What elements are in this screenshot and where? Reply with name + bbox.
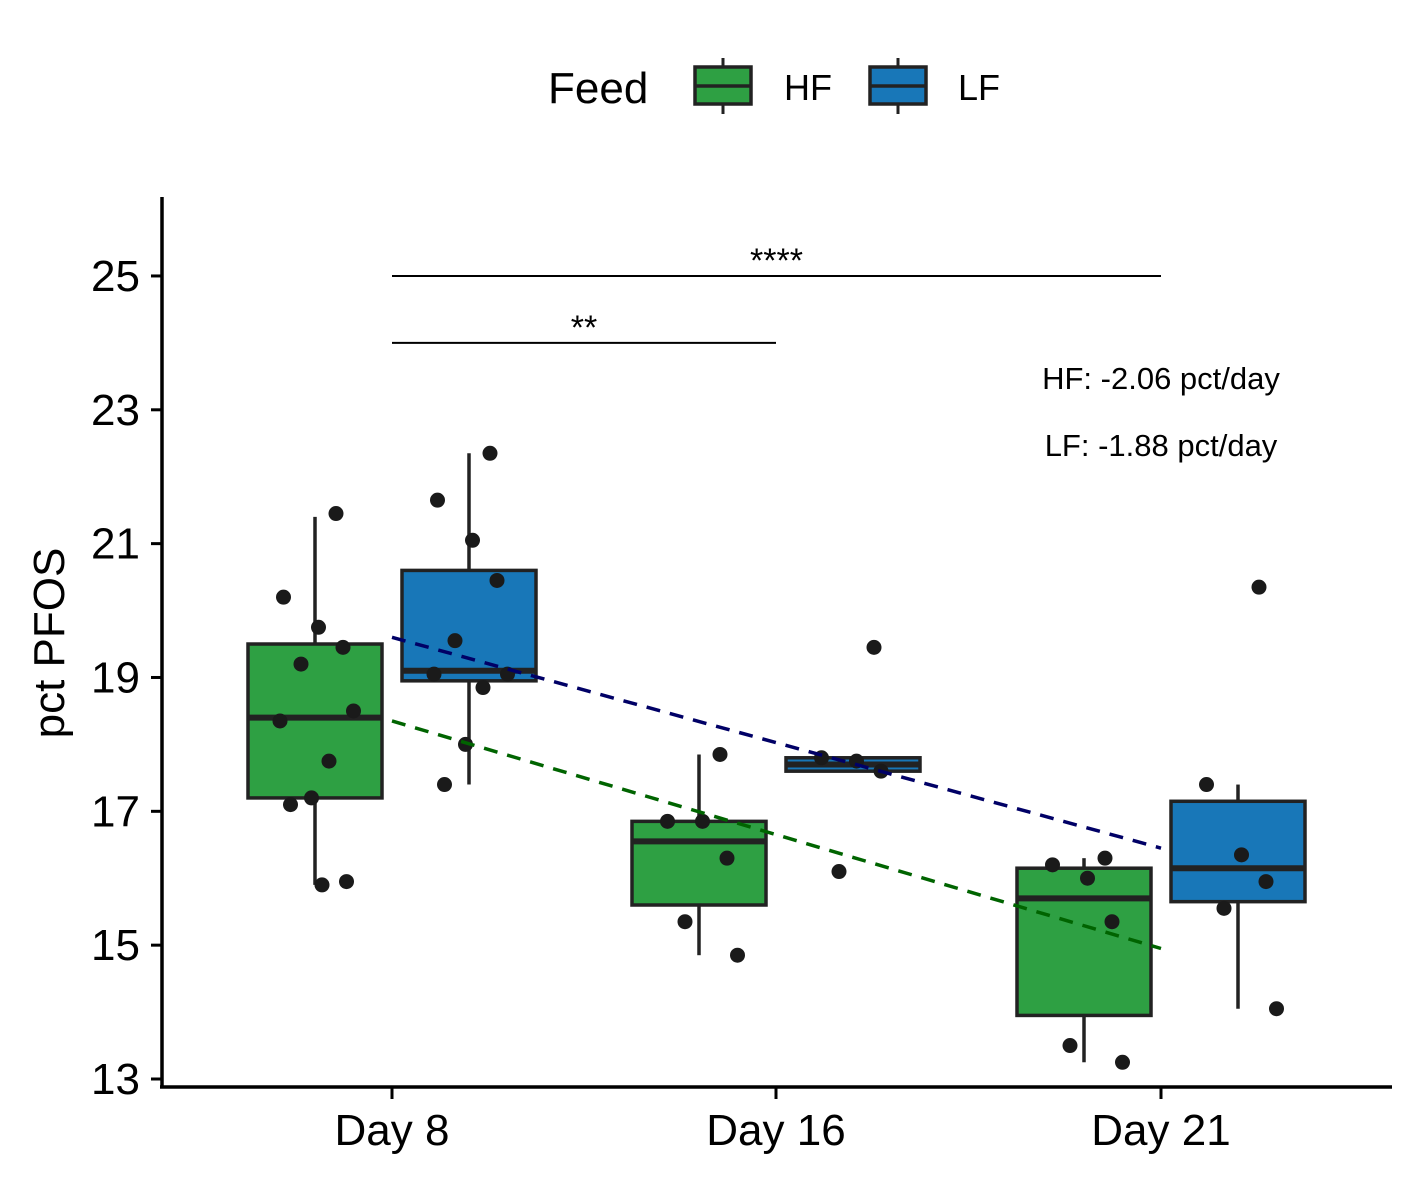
data-point [1115,1054,1130,1070]
legend: Feed HF LF [548,58,1000,114]
y-tick-label: 21 [91,520,140,569]
data-point [465,532,480,548]
data-point [831,864,847,880]
y-tick-label: 17 [91,787,140,836]
box-hf-day-16 [630,754,768,956]
data-point [272,713,288,729]
legend-title: Feed [548,64,648,113]
point-layer [272,445,1284,1070]
data-point [276,589,291,605]
data-point [719,850,735,866]
data-point [482,445,498,461]
box-body [630,819,768,907]
box-lf-day-21 [1169,784,1307,1009]
data-point [293,656,309,672]
data-point [430,492,445,508]
data-point [1234,847,1249,863]
legend-key-hf [693,58,753,114]
y-tick-label: 13 [91,1055,140,1104]
data-point [1097,850,1113,866]
data-point [677,914,693,930]
data-point [1080,870,1095,886]
data-point [475,680,491,696]
data-point [339,874,354,890]
data-point [426,666,442,682]
annotation-lf-slope: LF: -1.88 pct/day [1045,428,1278,463]
data-point [1216,900,1232,916]
data-point [712,746,728,762]
data-point [283,797,298,813]
data-point [1104,914,1120,930]
data-point [328,506,344,522]
box-body [1169,799,1307,904]
y-tick-label: 19 [91,653,140,702]
box-hf-day-8 [246,516,384,885]
annotation-hf-slope: HF: -2.06 pct/day [1042,361,1280,396]
x-axis: Day 8 Day 16 Day 21 [160,1085,1392,1155]
data-point [437,777,452,793]
data-point [314,877,330,893]
data-point [311,619,326,635]
data-point [335,639,351,655]
significance-label: **** [750,242,803,280]
data-point [730,947,745,963]
box-body [400,568,538,683]
data-point [346,703,361,719]
box-body [1015,866,1153,1018]
y-tick-label: 15 [91,921,140,970]
data-point [1062,1038,1078,1054]
box-layer [246,453,1307,1063]
data-point [1199,777,1214,793]
legend-key-lf [868,58,928,114]
legend-label-lf: LF [958,67,1000,108]
y-tick-label: 23 [91,386,140,435]
y-tick-label: 25 [91,252,140,301]
trend-layer [391,635,1162,951]
data-point [695,813,710,829]
x-tick-label: Day 16 [706,1106,845,1155]
trend-line-hf [391,719,1162,951]
significance-layer: ****** [392,242,1161,347]
data-point [660,813,675,829]
box-lf-day-8 [400,453,538,785]
legend-label-hf: HF [784,67,832,108]
data-point [489,572,505,588]
data-point [866,639,882,655]
data-point [1258,874,1274,890]
significance-label: ** [571,309,597,347]
trend-line-lf [391,635,1162,850]
data-point [304,790,319,806]
data-point [1045,857,1060,873]
x-tick-label: Day 8 [335,1106,450,1155]
data-point [1269,1001,1284,1017]
data-point [447,633,463,649]
data-point [1251,579,1267,595]
y-axis-title: pct PFOS [25,548,74,739]
box-hf-day-21 [1015,858,1153,1063]
x-tick-label: Day 21 [1091,1106,1230,1155]
box-body [246,642,384,800]
y-axis: 13 15 17 19 21 23 25 [91,197,164,1104]
data-point [321,753,337,769]
